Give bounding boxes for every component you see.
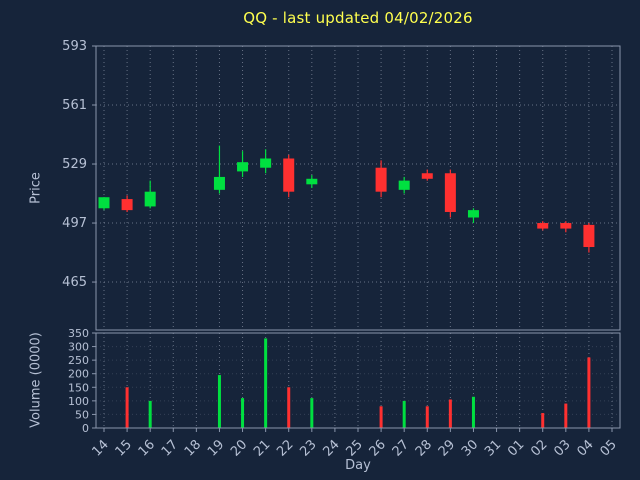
svg-text:561: 561 xyxy=(62,98,87,113)
svg-text:529: 529 xyxy=(62,157,87,172)
svg-text:21: 21 xyxy=(251,437,273,459)
svg-text:23: 23 xyxy=(297,437,319,459)
svg-text:150: 150 xyxy=(68,381,89,394)
svg-text:01: 01 xyxy=(505,437,527,459)
svg-text:16: 16 xyxy=(136,437,158,459)
svg-text:26: 26 xyxy=(367,437,389,459)
svg-text:50: 50 xyxy=(75,408,89,421)
svg-text:593: 593 xyxy=(62,39,87,54)
svg-text:17: 17 xyxy=(159,437,181,459)
svg-text:19: 19 xyxy=(205,437,227,459)
svg-text:29: 29 xyxy=(436,437,458,459)
svg-text:350: 350 xyxy=(68,327,89,340)
svg-text:20: 20 xyxy=(228,437,250,459)
svg-text:25: 25 xyxy=(344,437,366,459)
svg-text:18: 18 xyxy=(182,437,204,459)
svg-text:04: 04 xyxy=(574,437,596,459)
svg-text:02: 02 xyxy=(528,437,550,459)
svg-text:14: 14 xyxy=(90,437,112,459)
svg-text:30: 30 xyxy=(459,437,481,459)
svg-text:31: 31 xyxy=(482,437,504,459)
svg-text:250: 250 xyxy=(68,354,89,367)
chart-title: QQ - last updated 04/02/2026 xyxy=(243,9,473,27)
svg-text:465: 465 xyxy=(62,275,87,290)
svg-text:100: 100 xyxy=(68,395,89,408)
svg-text:28: 28 xyxy=(413,437,435,459)
svg-text:24: 24 xyxy=(320,437,342,459)
svg-text:05: 05 xyxy=(598,437,620,459)
x-axis-label: Day xyxy=(345,458,371,473)
svg-text:27: 27 xyxy=(390,437,412,459)
svg-text:497: 497 xyxy=(62,216,87,231)
svg-text:300: 300 xyxy=(68,341,89,354)
svg-text:0: 0 xyxy=(82,422,89,435)
svg-text:15: 15 xyxy=(113,437,135,459)
svg-text:03: 03 xyxy=(551,437,573,459)
svg-text:22: 22 xyxy=(274,437,296,459)
svg-text:200: 200 xyxy=(68,368,89,381)
